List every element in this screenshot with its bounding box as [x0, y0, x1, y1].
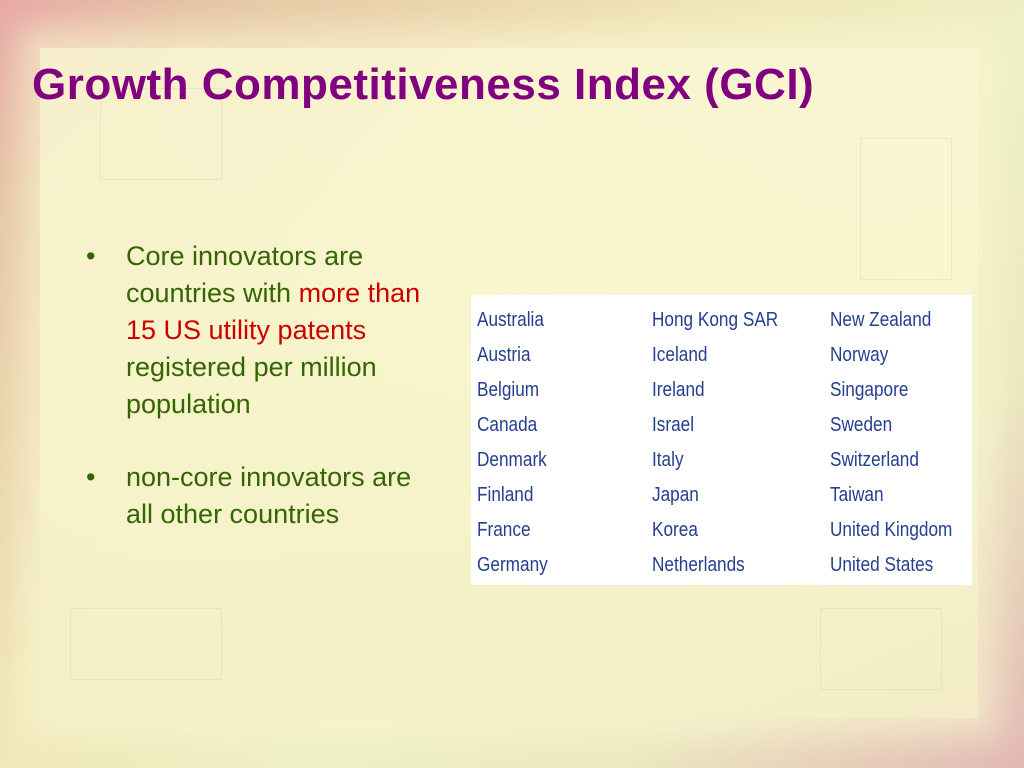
country-cell: Sweden [829, 414, 892, 436]
bullet-highlight-text: more than 15 US utility patents [126, 278, 421, 345]
country-cell: Norway [829, 344, 888, 366]
bullet-item: • Core innovators are countries with mor… [86, 238, 436, 423]
country-cell: Taiwan [829, 484, 884, 506]
background-pattern [860, 138, 952, 280]
country-cell: United States [829, 554, 933, 576]
background-pattern [70, 608, 222, 680]
table-row: France Korea United Kingdom [477, 513, 972, 548]
country-cell: Italy [651, 449, 684, 471]
bullet-list: • Core innovators are countries with mor… [86, 238, 436, 569]
country-table: Australia Hong Kong SAR New Zealand Aust… [477, 303, 972, 583]
country-cell: Ireland [651, 379, 705, 401]
table-row: Germany Netherlands United States [477, 548, 972, 583]
country-cell: New Zealand [829, 309, 932, 331]
country-cell: Belgium [477, 379, 540, 401]
country-cell: Netherlands [651, 554, 745, 576]
bullet-marker: • [86, 462, 96, 492]
country-cell: Finland [477, 484, 534, 506]
country-cell: Austria [477, 344, 531, 366]
table-row: Austria Iceland Norway [477, 338, 972, 373]
table-row: Australia Hong Kong SAR New Zealand [477, 303, 972, 338]
background-pattern [820, 608, 942, 690]
bullet-text: non-core innovators are all other countr… [126, 462, 412, 529]
table-row: Belgium Ireland Singapore [477, 373, 972, 408]
country-cell: Germany [477, 554, 548, 576]
country-cell: Israel [651, 414, 694, 436]
country-cell: Hong Kong SAR [651, 309, 778, 331]
country-cell: Denmark [477, 449, 547, 471]
country-cell: Korea [651, 519, 698, 541]
country-list-panel: Australia Hong Kong SAR New Zealand Aust… [471, 295, 972, 585]
country-cell: Canada [477, 414, 538, 436]
table-row: Denmark Italy Switzerland [477, 443, 972, 478]
country-cell: Switzerland [829, 449, 919, 471]
background-pattern [100, 88, 222, 180]
bullet-text: registered per million population [126, 352, 377, 419]
bullet-marker: • [86, 241, 96, 271]
country-cell: Australia [477, 309, 544, 331]
bullet-item: • non-core innovators are all other coun… [86, 459, 436, 533]
country-cell: Iceland [651, 344, 708, 366]
country-cell: United Kingdom [829, 519, 953, 541]
country-cell: Singapore [829, 379, 909, 401]
table-row: Finland Japan Taiwan [477, 478, 972, 513]
slide-title: Growth Competitiveness Index (GCI) [32, 60, 815, 109]
table-row: Canada Israel Sweden [477, 408, 972, 443]
country-cell: Japan [651, 484, 699, 506]
bullet-text: Core innovators are countries with [126, 241, 364, 308]
country-cell: France [477, 519, 531, 541]
